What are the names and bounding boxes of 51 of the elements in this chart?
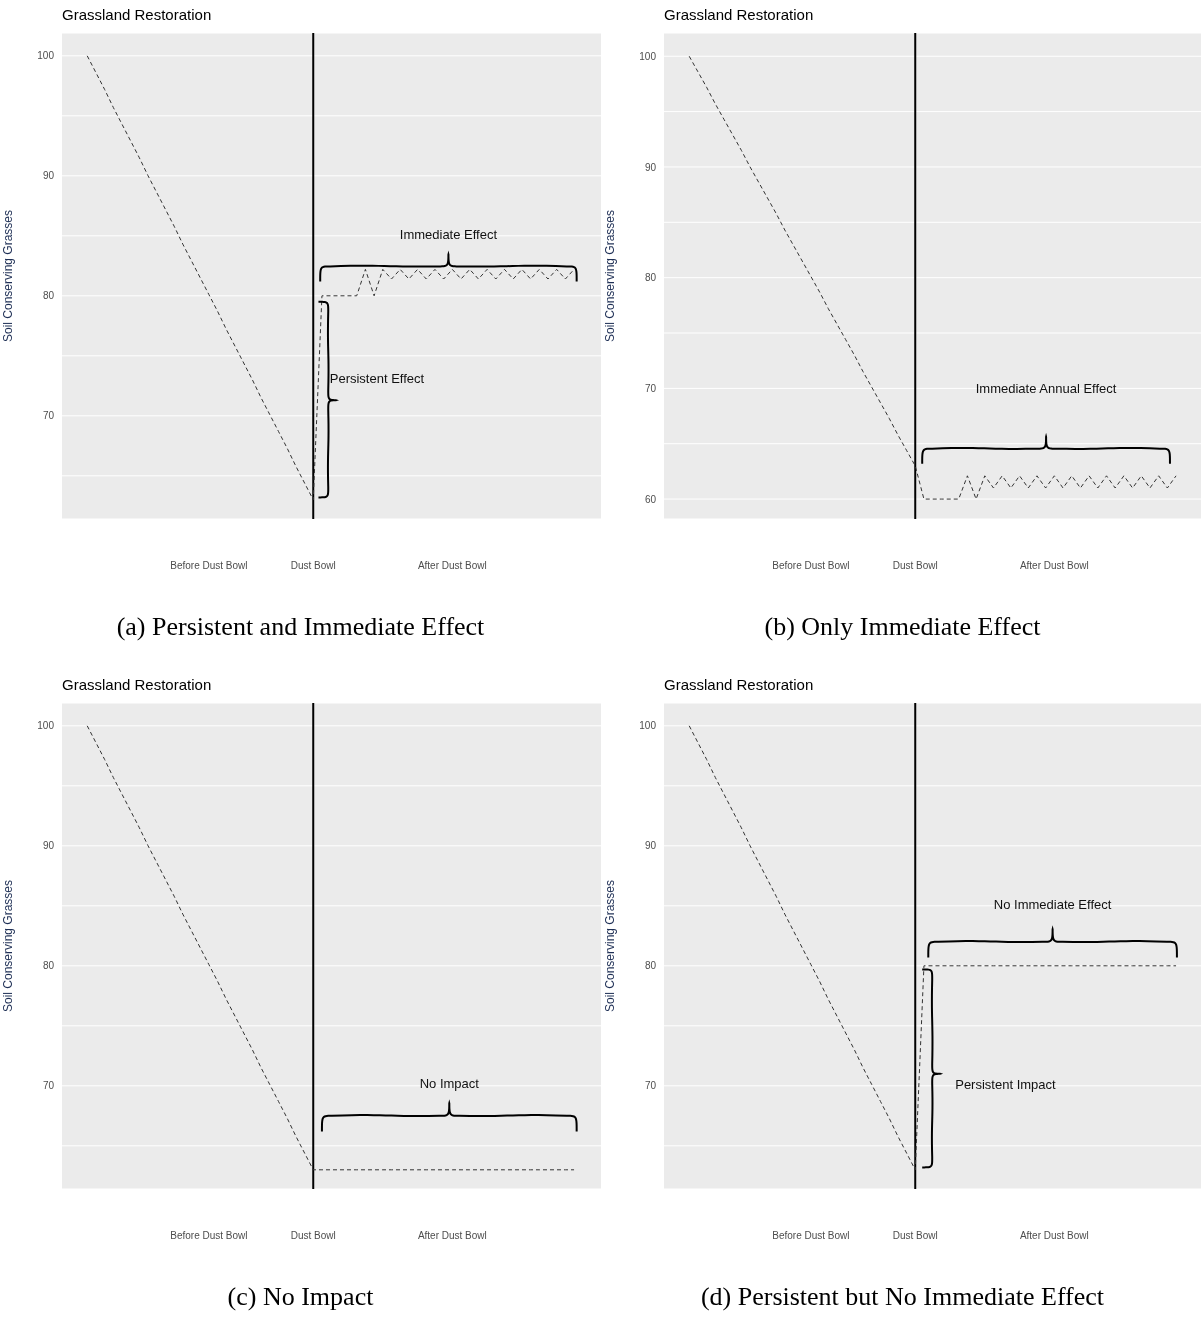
y-axis-title: Soil Conserving Grasses xyxy=(603,879,618,1013)
y-tick-label: 90 xyxy=(42,840,55,852)
y-tick-label: 70 xyxy=(42,410,55,422)
y-tick-label: 70 xyxy=(644,382,657,394)
y-tick-label: 100 xyxy=(639,50,657,62)
y-axis-title: Soil Conserving Grasses xyxy=(1,209,16,343)
line-series xyxy=(86,725,575,1171)
x-tick-label: After Dust Bowl xyxy=(417,1230,487,1241)
y-tick-label: 100 xyxy=(639,720,657,732)
y-tick-label: 80 xyxy=(644,272,657,284)
x-tick-label: After Dust Bowl xyxy=(1019,560,1089,571)
x-tick-label: After Dust Bowl xyxy=(417,560,487,571)
chart-title: Grassland Restoration xyxy=(664,676,814,693)
line-series xyxy=(688,725,1177,1171)
annotation: Persistent Effect xyxy=(329,371,425,387)
text: (a) Persistent and Immediate Effect xyxy=(115,612,486,642)
y-tick-label: 80 xyxy=(42,290,55,302)
chart-title: Grassland Restoration xyxy=(62,6,212,23)
x-tick-label: Before Dust Bowl xyxy=(170,1230,248,1241)
y-tick-label: 80 xyxy=(42,960,55,972)
x-tick-label: Dust Bowl xyxy=(290,560,336,571)
x-tick-label: Before Dust Bowl xyxy=(170,560,248,571)
x-tick-label: After Dust Bowl xyxy=(1019,1230,1089,1241)
annotation: Immediate Effect xyxy=(399,227,498,243)
y-tick-label: 90 xyxy=(42,170,55,182)
line-series xyxy=(688,55,1177,500)
x-tick-label: Before Dust Bowl xyxy=(772,560,850,571)
y-tick-label: 70 xyxy=(644,1080,657,1092)
y-tick-label: 90 xyxy=(644,840,657,852)
x-tick-label: Dust Bowl xyxy=(892,560,938,571)
y-tick-label: 80 xyxy=(644,960,657,972)
annotation: No Immediate Effect xyxy=(993,897,1112,913)
y-tick-label: 60 xyxy=(644,493,657,505)
line-series xyxy=(86,55,575,501)
chart-title: Grassland Restoration xyxy=(62,676,212,693)
text: (d) Persistent but No Immediate Effect xyxy=(699,1282,1106,1312)
annotation: No Impact xyxy=(419,1076,480,1092)
annotation: Persistent Impact xyxy=(955,1077,1057,1093)
x-tick-label: Before Dust Bowl xyxy=(772,1230,850,1241)
text: (b) Only Immediate Effect xyxy=(763,612,1042,642)
y-tick-label: 90 xyxy=(644,161,657,173)
y-tick-label: 100 xyxy=(37,720,55,732)
x-tick-label: Dust Bowl xyxy=(892,1230,938,1241)
chart-title: Grassland Restoration xyxy=(664,6,814,23)
text: (c) No Impact xyxy=(226,1282,375,1312)
y-axis-title: Soil Conserving Grasses xyxy=(603,209,618,343)
x-tick-label: Dust Bowl xyxy=(290,1230,336,1241)
y-tick-label: 70 xyxy=(42,1080,55,1092)
y-tick-label: 100 xyxy=(37,50,55,62)
y-axis-title: Soil Conserving Grasses xyxy=(1,879,16,1013)
annotation: Immediate Annual Effect xyxy=(975,380,1117,396)
